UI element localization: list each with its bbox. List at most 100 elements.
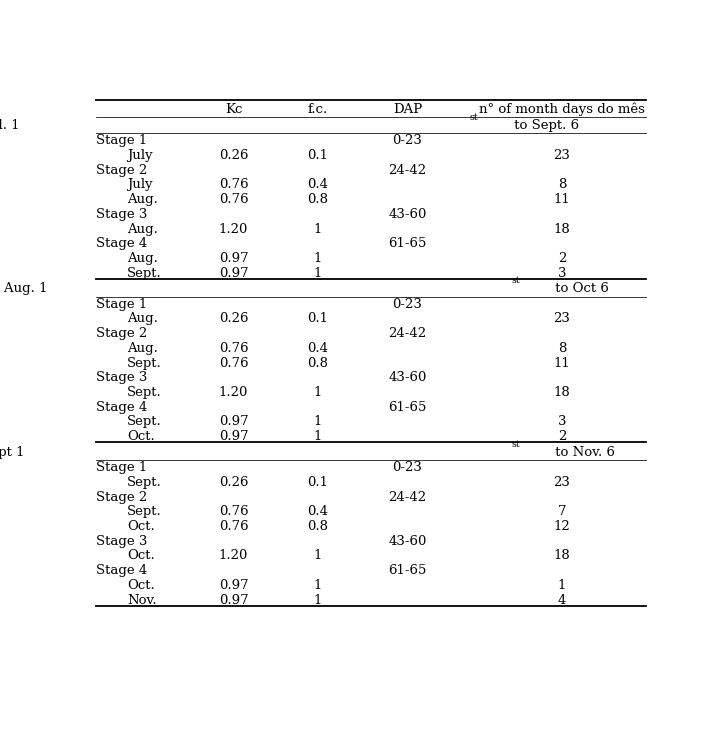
Text: to Nov. 6: to Nov. 6: [551, 445, 615, 458]
Text: 24-42: 24-42: [389, 164, 426, 177]
Text: Sept.: Sept.: [127, 505, 161, 518]
Text: Sept.: Sept.: [127, 386, 161, 399]
Text: 0.4: 0.4: [307, 178, 328, 191]
Text: 0.4: 0.4: [307, 342, 328, 355]
Text: II – Planted on Aug. 1: II – Planted on Aug. 1: [0, 283, 47, 295]
Text: 1.20: 1.20: [219, 386, 248, 399]
Text: 43-60: 43-60: [388, 208, 426, 220]
Text: Stage 1: Stage 1: [96, 134, 148, 147]
Text: Oct.: Oct.: [127, 520, 155, 533]
Text: 11: 11: [553, 193, 571, 206]
Text: 18: 18: [553, 550, 571, 563]
Text: Stage 4: Stage 4: [96, 564, 148, 577]
Text: 61-65: 61-65: [388, 401, 426, 414]
Text: 0.76: 0.76: [219, 356, 248, 369]
Text: Aug.: Aug.: [127, 223, 158, 236]
Text: 0.26: 0.26: [219, 149, 248, 162]
Text: 2: 2: [557, 252, 566, 265]
Text: 4: 4: [557, 593, 566, 607]
Text: 0.76: 0.76: [219, 178, 248, 191]
Text: to Oct 6: to Oct 6: [551, 283, 609, 295]
Text: 0.97: 0.97: [219, 415, 248, 429]
Text: 1: 1: [313, 415, 322, 429]
Text: III – Planted on Sept 1: III – Planted on Sept 1: [0, 445, 25, 458]
Text: 3: 3: [557, 266, 566, 280]
Text: Stage 1: Stage 1: [96, 298, 148, 311]
Text: 1.20: 1.20: [219, 223, 248, 236]
Text: 18: 18: [553, 223, 571, 236]
Text: 61-65: 61-65: [388, 237, 426, 250]
Text: DAP: DAP: [393, 102, 422, 115]
Text: 0.1: 0.1: [307, 476, 328, 489]
Text: 61-65: 61-65: [388, 564, 426, 577]
Text: st: st: [511, 277, 520, 285]
Text: n° of month days do mês: n° of month days do mês: [479, 102, 645, 116]
Text: 0.8: 0.8: [307, 193, 328, 206]
Text: st: st: [511, 439, 520, 449]
Text: Sept.: Sept.: [127, 415, 161, 429]
Text: Stage 4: Stage 4: [96, 237, 148, 250]
Text: 1: 1: [313, 579, 322, 592]
Text: 8: 8: [557, 342, 566, 355]
Text: 18: 18: [553, 386, 571, 399]
Text: 0.97: 0.97: [219, 266, 248, 280]
Text: 24-42: 24-42: [389, 491, 426, 504]
Text: 23: 23: [553, 312, 571, 326]
Text: 43-60: 43-60: [388, 535, 426, 548]
Text: 11: 11: [553, 356, 571, 369]
Text: Stage 2: Stage 2: [96, 327, 148, 340]
Text: 0.8: 0.8: [307, 520, 328, 533]
Text: 1: 1: [313, 430, 322, 443]
Text: Stage 1: Stage 1: [96, 461, 148, 474]
Text: July: July: [127, 149, 153, 162]
Text: 1: 1: [313, 386, 322, 399]
Text: 0.8: 0.8: [307, 356, 328, 369]
Text: Oct.: Oct.: [127, 579, 155, 592]
Text: 23: 23: [553, 149, 571, 162]
Text: 3: 3: [557, 415, 566, 429]
Text: to Sept. 6: to Sept. 6: [510, 119, 578, 131]
Text: 1: 1: [313, 593, 322, 607]
Text: f.c.: f.c.: [308, 102, 328, 115]
Text: st: st: [470, 113, 479, 122]
Text: Stage 3: Stage 3: [96, 208, 148, 220]
Text: 1: 1: [313, 252, 322, 265]
Text: 0.1: 0.1: [307, 149, 328, 162]
Text: 0.97: 0.97: [219, 593, 248, 607]
Text: Aug.: Aug.: [127, 193, 158, 206]
Text: Stage 2: Stage 2: [96, 491, 148, 504]
Text: Stage 3: Stage 3: [96, 372, 148, 384]
Text: Oct.: Oct.: [127, 430, 155, 443]
Text: 0.97: 0.97: [219, 252, 248, 265]
Text: 0.76: 0.76: [219, 505, 248, 518]
Text: I – Planted on Jul. 1: I – Planted on Jul. 1: [0, 119, 20, 131]
Text: 0.76: 0.76: [219, 520, 248, 533]
Text: 12: 12: [553, 520, 571, 533]
Text: 7: 7: [557, 505, 566, 518]
Text: 0-23: 0-23: [392, 461, 423, 474]
Text: Aug.: Aug.: [127, 312, 158, 326]
Text: 0.76: 0.76: [219, 193, 248, 206]
Text: 8: 8: [557, 178, 566, 191]
Text: 0-23: 0-23: [392, 298, 423, 311]
Text: 24-42: 24-42: [389, 327, 426, 340]
Text: 0.76: 0.76: [219, 342, 248, 355]
Text: Stage 3: Stage 3: [96, 535, 148, 548]
Text: Nov.: Nov.: [127, 593, 156, 607]
Text: Stage 2: Stage 2: [96, 164, 148, 177]
Text: Sept.: Sept.: [127, 356, 161, 369]
Text: 43-60: 43-60: [388, 372, 426, 384]
Text: 1: 1: [557, 579, 566, 592]
Text: 1: 1: [313, 266, 322, 280]
Text: July: July: [127, 178, 153, 191]
Text: Oct.: Oct.: [127, 550, 155, 563]
Text: Aug.: Aug.: [127, 252, 158, 265]
Text: Sept.: Sept.: [127, 266, 161, 280]
Text: 0.97: 0.97: [219, 430, 248, 443]
Text: 1.20: 1.20: [219, 550, 248, 563]
Text: 0.26: 0.26: [219, 476, 248, 489]
Text: Sept.: Sept.: [127, 476, 161, 489]
Text: Stage 4: Stage 4: [96, 401, 148, 414]
Text: Kc: Kc: [225, 102, 243, 115]
Text: 0.4: 0.4: [307, 505, 328, 518]
